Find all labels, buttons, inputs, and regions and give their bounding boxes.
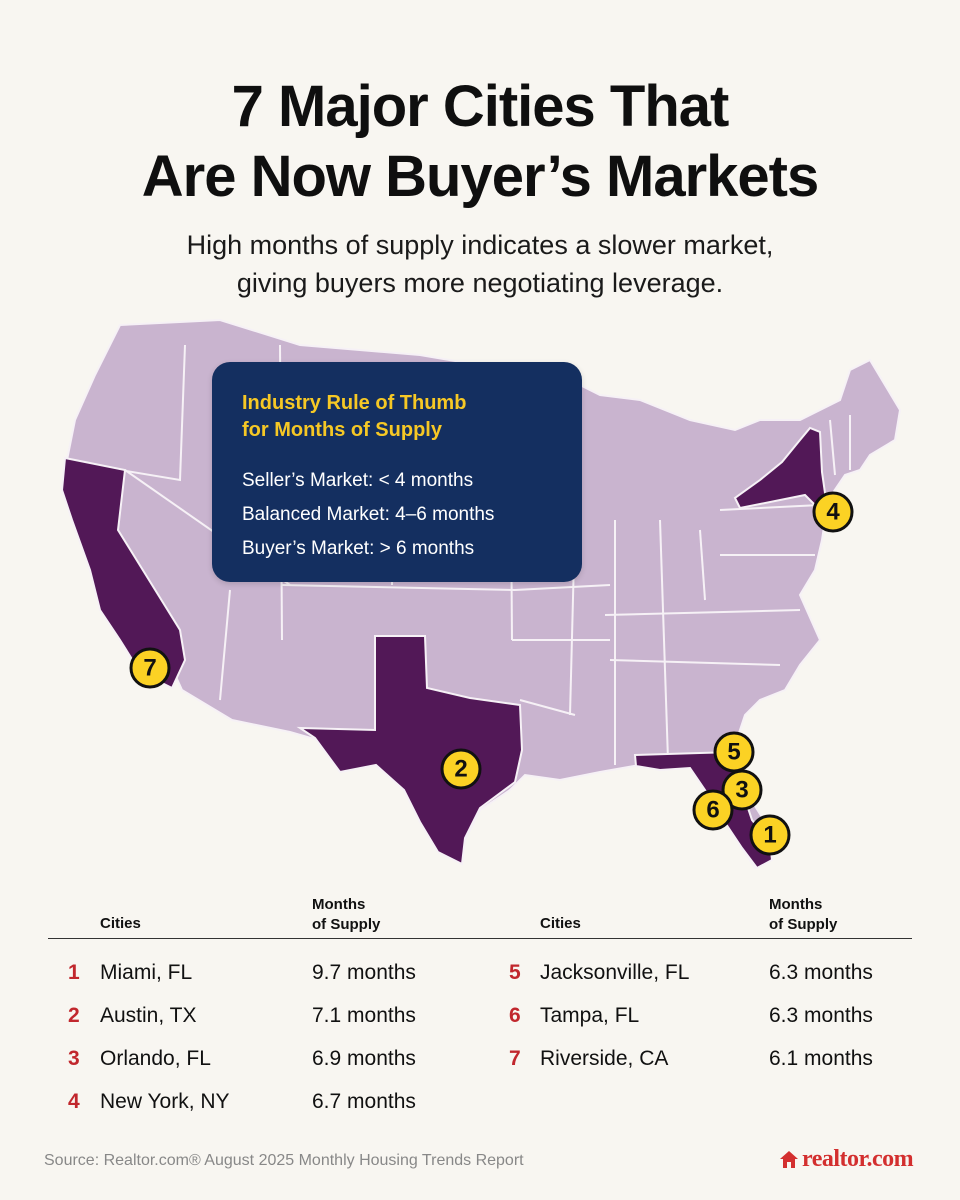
city-marker-3[interactable]: 3 [721,769,763,811]
row-city: Riverside, CA [540,1047,669,1070]
rule-balanced: Balanced Market: 4–6 months [242,504,495,525]
row-rank: 6 [509,1004,521,1027]
header-supply-left: Months of Supply [312,895,380,935]
row-supply: 6.3 months [769,1004,873,1027]
row-rank: 2 [68,1004,80,1027]
header-supply-line-2: of Supply [312,916,381,933]
row-city: Miami, FL [100,961,193,984]
title-line-1: 7 Major Cities That [231,74,730,139]
marker-label: 2 [454,756,467,783]
table-divider [48,938,912,939]
row-city: Jacksonville, FL [540,961,690,984]
city-marker-6[interactable]: 6 [692,789,734,831]
row-city: Tampa, FL [540,1004,640,1027]
state-new-york [733,426,828,510]
marker-label: 4 [826,499,840,526]
state-texas [296,635,524,866]
header-supply-line-2: of Supply [769,916,838,933]
source-note: Source: Realtor.com® August 2025 Monthly… [44,1152,524,1169]
house-icon [780,1151,798,1168]
subtitle-line-1: High months of supply indicates a slower… [186,230,774,260]
subtitle-line-2: giving buyers more negotiating leverage. [236,268,724,298]
row-rank: 5 [509,961,521,984]
rule-buyer: Buyer’s Market: > 6 months [242,538,475,559]
logo-text: realtor.com [802,1145,914,1172]
row-supply: 6.1 months [769,1047,873,1070]
rule-seller: Seller’s Market: < 4 months [242,470,474,491]
rule-title-line-1: Industry Rule of Thumb [242,392,467,414]
rule-title-line-2: for Months of Supply [242,419,442,441]
city-marker-4[interactable]: 4 [812,491,854,533]
row-rank: 4 [68,1090,80,1113]
row-supply: 9.7 months [312,961,416,984]
header-cities-right: Cities [540,915,581,932]
marker-label: 3 [735,777,748,804]
page-title: 7 Major Cities That Are Now Buyer’s Mark… [0,72,960,212]
city-marker-1[interactable]: 1 [749,814,791,856]
header-cities-left: Cities [100,915,141,932]
header-supply-right: Months of Supply [769,895,837,935]
page-subtitle: High months of supply indicates a slower… [0,226,960,302]
row-supply: 7.1 months [312,1004,416,1027]
row-city: Orlando, FL [100,1047,211,1070]
row-rank: 1 [68,961,80,984]
row-city: New York, NY [100,1090,230,1113]
row-supply: 6.7 months [312,1090,416,1113]
row-rank: 7 [509,1047,521,1070]
row-supply: 6.9 months [312,1047,416,1070]
header-supply-line-1: Months [769,896,823,913]
city-marker-2[interactable]: 2 [440,748,482,790]
realtor-logo[interactable]: realtor.com [778,1144,914,1174]
marker-label: 6 [706,797,719,824]
rule-box-title: Industry Rule of Thumb for Months of Sup… [242,390,552,444]
rule-lines: Seller’s Market: < 4 months Balanced Mar… [242,464,552,566]
rule-of-thumb-box: Industry Rule of Thumb for Months of Sup… [212,362,582,582]
title-line-2: Are Now Buyer’s Markets [141,144,819,209]
city-marker-7[interactable]: 7 [129,647,171,689]
marker-label: 1 [763,822,776,849]
header-supply-line-1: Months [312,896,366,913]
marker-label: 7 [143,655,156,682]
row-supply: 6.3 months [769,961,873,984]
marker-label: 5 [727,739,740,766]
city-marker-5[interactable]: 5 [713,731,755,773]
row-city: Austin, TX [100,1004,197,1027]
row-rank: 3 [68,1047,80,1070]
